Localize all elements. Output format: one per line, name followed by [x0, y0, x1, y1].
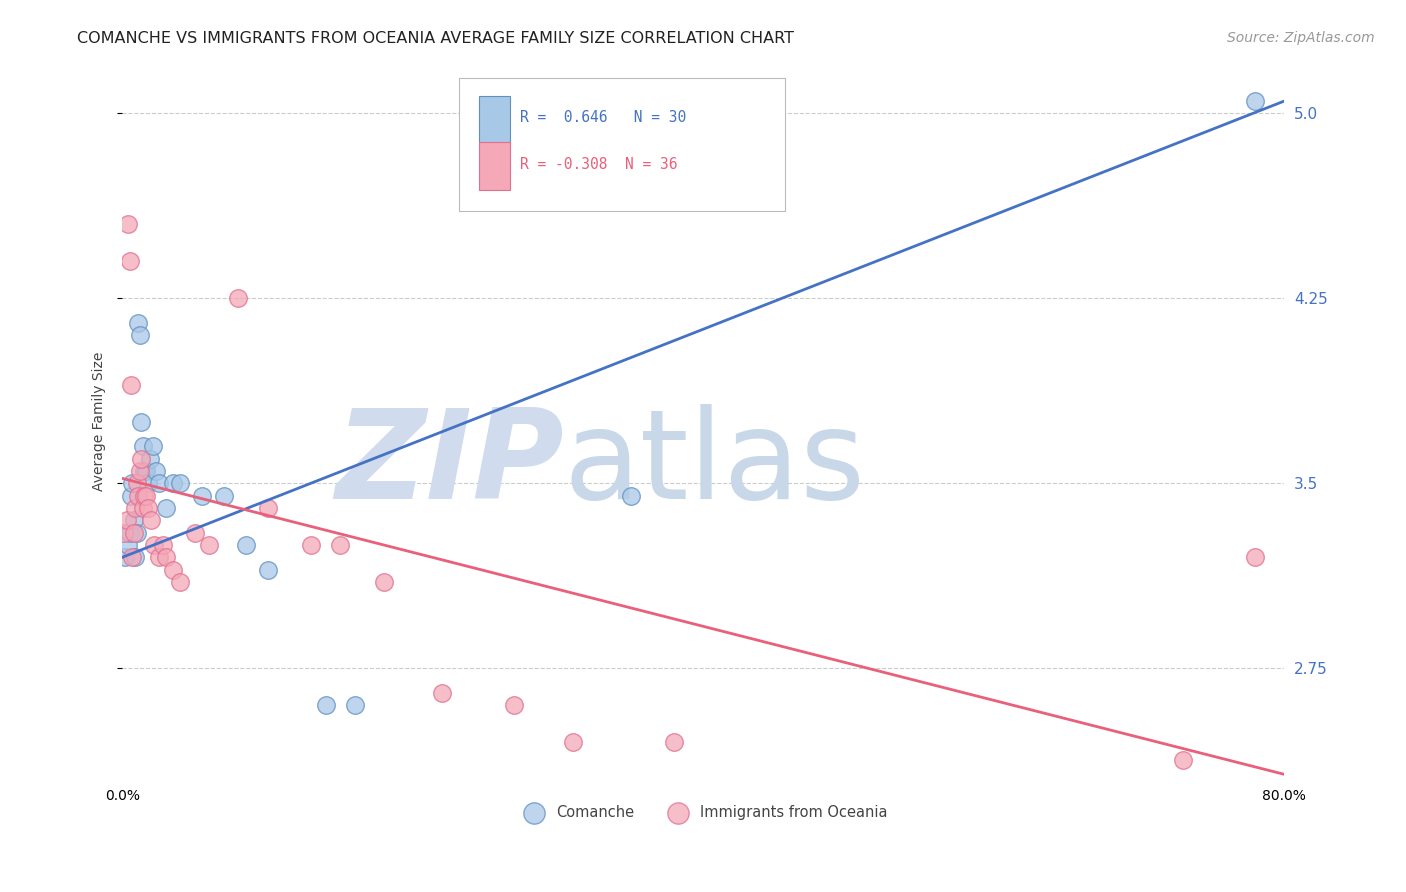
Point [1244, 550, 1267, 565]
Point [138, 476, 160, 491]
Point [198, 538, 221, 552]
Point [315, 698, 337, 713]
Legend: Comanche, Immigrants from Oceania: Comanche, Immigrants from Oceania [513, 799, 893, 826]
Y-axis label: Average Family Size: Average Family Size [93, 352, 107, 491]
Point [115, 513, 138, 527]
Point [120, 489, 142, 503]
Point [127, 489, 149, 503]
Point [128, 464, 150, 478]
Point [430, 686, 453, 700]
Point [373, 574, 395, 589]
Point [135, 489, 157, 503]
Point [143, 538, 166, 552]
Text: ZIP: ZIP [335, 404, 564, 525]
Point [343, 698, 366, 713]
Point [162, 476, 184, 491]
Point [117, 218, 139, 232]
Point [256, 563, 278, 577]
Point [120, 377, 142, 392]
Point [235, 538, 257, 552]
Point [256, 500, 278, 515]
Point [561, 735, 583, 749]
Point [118, 525, 141, 540]
Point [155, 550, 177, 565]
Point [148, 476, 170, 491]
Point [191, 489, 214, 503]
Point [620, 489, 643, 503]
Point [142, 439, 165, 453]
Text: COMANCHE VS IMMIGRANTS FROM OCEANIA AVERAGE FAMILY SIZE CORRELATION CHART: COMANCHE VS IMMIGRANTS FROM OCEANIA AVER… [77, 31, 794, 46]
Point [122, 525, 145, 540]
Text: R =  0.646   N = 30: R = 0.646 N = 30 [520, 111, 686, 125]
Point [124, 550, 146, 565]
Point [131, 500, 153, 515]
Point [139, 451, 162, 466]
Point [169, 574, 191, 589]
Point [132, 489, 155, 503]
Point [145, 464, 167, 478]
Point [148, 550, 170, 565]
Point [127, 316, 149, 330]
Point [228, 291, 250, 305]
Point [138, 500, 160, 515]
Point [503, 698, 526, 713]
Point [118, 254, 141, 268]
Point [112, 525, 135, 540]
FancyBboxPatch shape [479, 142, 510, 190]
Point [152, 538, 174, 552]
Text: Source: ZipAtlas.com: Source: ZipAtlas.com [1227, 31, 1375, 45]
Point [125, 525, 148, 540]
Point [124, 500, 146, 515]
Point [121, 550, 143, 565]
Point [299, 538, 322, 552]
Point [117, 538, 139, 552]
Point [212, 489, 235, 503]
Text: atlas: atlas [564, 404, 866, 525]
Point [135, 464, 157, 478]
Point [132, 464, 155, 478]
Point [155, 500, 177, 515]
Point [1244, 94, 1267, 108]
Point [131, 439, 153, 453]
FancyBboxPatch shape [460, 78, 785, 211]
FancyBboxPatch shape [479, 95, 510, 144]
Point [141, 513, 163, 527]
Point [129, 451, 152, 466]
Point [162, 563, 184, 577]
Point [121, 476, 143, 491]
Point [329, 538, 352, 552]
Point [184, 525, 207, 540]
Point [664, 735, 686, 749]
Point [128, 328, 150, 343]
Text: R = -0.308  N = 36: R = -0.308 N = 36 [520, 157, 678, 171]
Point [114, 550, 136, 565]
Point [129, 415, 152, 429]
Point [125, 476, 148, 491]
Point [122, 513, 145, 527]
Point [1171, 752, 1194, 766]
Point [169, 476, 191, 491]
